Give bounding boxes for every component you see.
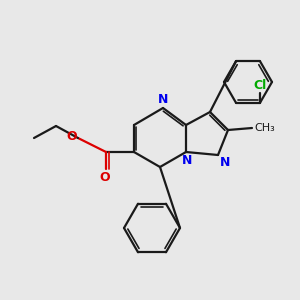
Text: Cl: Cl <box>254 79 267 92</box>
Text: N: N <box>158 93 168 106</box>
Text: CH₃: CH₃ <box>254 123 275 133</box>
Text: N: N <box>220 156 230 169</box>
Text: N: N <box>182 154 192 167</box>
Text: O: O <box>66 130 77 143</box>
Text: O: O <box>100 171 110 184</box>
